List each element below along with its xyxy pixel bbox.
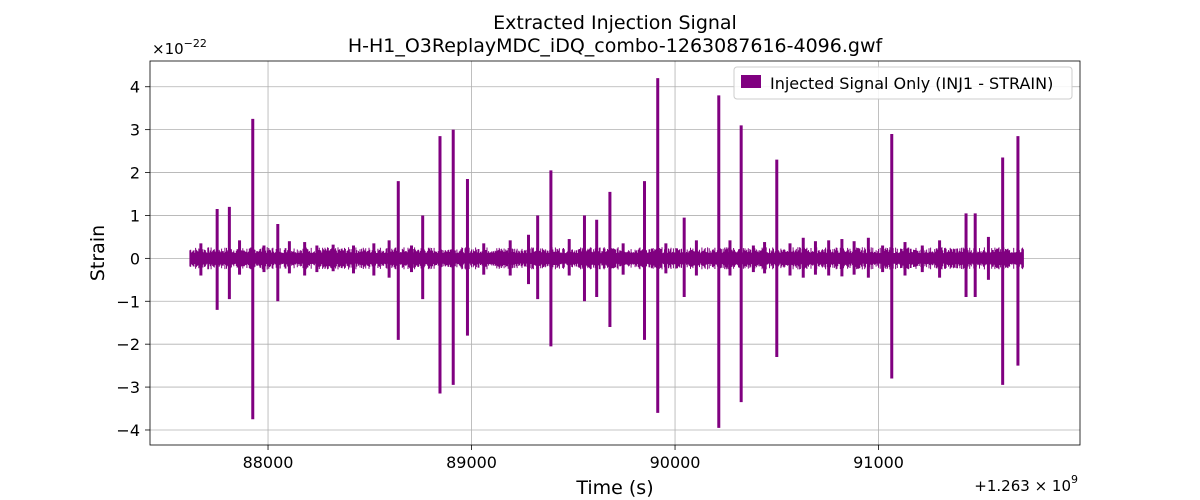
axis-ticks: 88000 89000 90000 91000 −4 −3 −2 −1 0 1 2 3 4 <box>116 78 904 472</box>
y-axis-label: Strain <box>87 225 109 281</box>
legend-box <box>733 66 1073 100</box>
legend-label: Injected Signal Only (INJ1 - STRAIN) <box>770 74 1053 93</box>
chart-title: Extracted Injection Signal <box>493 12 737 34</box>
y-tick-label: 2 <box>130 164 140 183</box>
y-tick-label: 4 <box>130 78 140 97</box>
y-tick-label: −3 <box>116 378 140 397</box>
x-tick-label: 91000 <box>853 453 904 472</box>
chart-subtitle: H-H1_O3ReplayMDC_iDQ_combo-1263087616-40… <box>348 35 884 57</box>
y-tick-label: −1 <box>116 292 140 311</box>
y-tick-label: −2 <box>116 335 140 354</box>
y-tick-label: −4 <box>116 421 140 440</box>
plot-area <box>149 60 1081 446</box>
legend: Injected Signal Only (INJ1 - STRAIN) <box>733 66 1073 100</box>
y-scale-label: ×10−22 <box>152 37 207 58</box>
y-tick-label: 0 <box>130 249 140 268</box>
x-axis-label: Time (s) <box>575 477 653 499</box>
legend-swatch <box>741 75 761 88</box>
axes-frame <box>149 60 1081 446</box>
x-offset-label: +1.263 × 109 <box>974 473 1078 495</box>
y-tick-label: 1 <box>130 206 140 225</box>
series-noise <box>189 247 1024 270</box>
y-tick-label: 3 <box>130 121 140 140</box>
x-tick-label: 90000 <box>650 453 701 472</box>
x-tick-label: 89000 <box>446 453 497 472</box>
x-tick-label: 88000 <box>243 453 294 472</box>
